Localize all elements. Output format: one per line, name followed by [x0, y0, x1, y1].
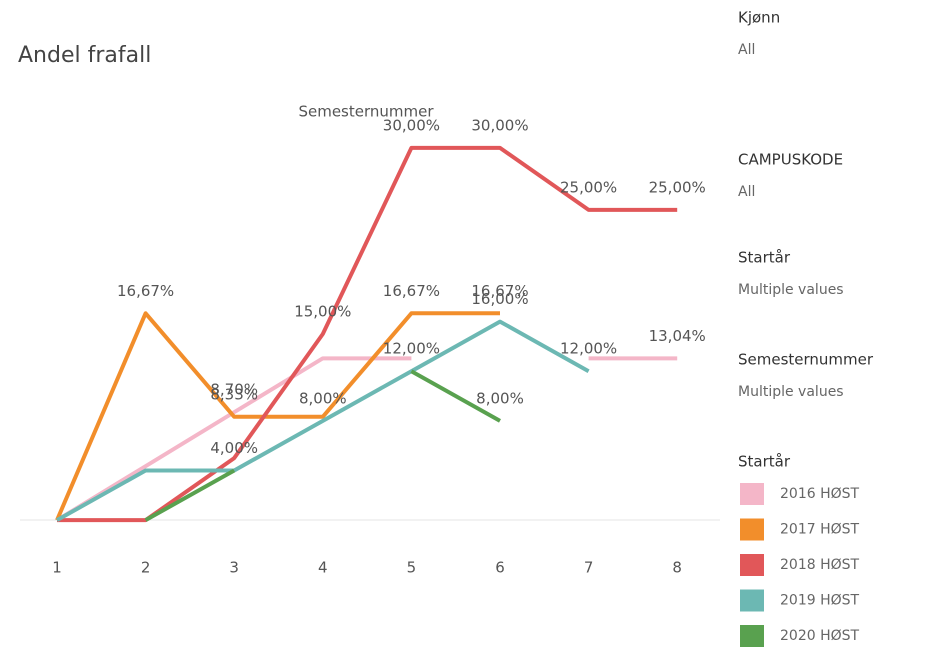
- value-label: 15,00%: [294, 303, 351, 321]
- value-label: 16,67%: [117, 282, 174, 300]
- filter-title: Semesternummer: [738, 351, 874, 369]
- series-line: [56, 319, 590, 522]
- value-label: 8,00%: [476, 389, 524, 407]
- legend-label: 2018 HØST: [780, 557, 860, 573]
- filter-value: All: [738, 42, 755, 58]
- x-tick-label: 5: [407, 559, 417, 577]
- value-labels: 8,70% 13,04% 16,67% 8,33% 16,67% 16,67% 15,00%…: [117, 116, 706, 457]
- filter-title: Kjønn: [738, 9, 780, 27]
- x-tick-label: 2: [141, 559, 151, 577]
- legend: Startår 2016 HØST 2017 HØST 2018 HØST 2019 H…: [738, 453, 860, 647]
- filter-title: Startår: [738, 249, 791, 267]
- value-label: 30,00%: [383, 116, 440, 134]
- plot: 1 2 3 4 5 6 7 8: [52, 145, 682, 577]
- filter-value: Multiple values: [738, 384, 844, 400]
- x-tick-label: 6: [495, 559, 505, 577]
- filter-value: All: [738, 184, 755, 200]
- filter-value: Multiple values: [738, 282, 844, 298]
- x-tick-label: 8: [672, 559, 682, 577]
- legend-swatch: [740, 483, 764, 505]
- x-tick-label: 3: [229, 559, 239, 577]
- value-label: 13,04%: [649, 327, 706, 345]
- value-label: 30,00%: [471, 116, 528, 134]
- legend-label: 2017 HØST: [780, 522, 860, 538]
- legend-swatch: [740, 625, 764, 647]
- x-axis-header: Semesternummer: [298, 103, 434, 121]
- value-label: 16,00%: [471, 290, 528, 308]
- legend-title: Startår: [738, 453, 791, 471]
- value-label: 12,00%: [560, 340, 617, 358]
- legend-swatch: [740, 554, 764, 576]
- legend-label: 2019 HØST: [780, 593, 860, 609]
- series-line: [144, 369, 501, 522]
- value-label: 4,00%: [210, 439, 258, 457]
- value-label: 25,00%: [560, 178, 617, 196]
- chart-title: Andel frafall: [18, 43, 151, 68]
- value-label: 8,33%: [210, 385, 258, 403]
- value-label: 25,00%: [649, 178, 706, 196]
- series-line: [55, 356, 678, 522]
- legend-label: 2020 HØST: [780, 628, 860, 644]
- value-label: 16,67%: [471, 282, 528, 300]
- value-label: 16,67%: [383, 282, 440, 300]
- x-tick-label: 4: [318, 559, 328, 577]
- legend-swatch: [740, 589, 764, 612]
- filter-title: CAMPUSKODE: [738, 151, 843, 169]
- value-label: 8,70%: [210, 381, 258, 399]
- legend-label: 2016 HØST: [780, 486, 860, 502]
- x-tick-label: 1: [52, 559, 62, 577]
- value-label: 8,00%: [299, 389, 347, 407]
- legend-swatch: [740, 518, 764, 541]
- filters: Kjønn All CAMPUSKODE All Startår Multiple val…: [738, 9, 874, 401]
- value-label: 12,00%: [383, 340, 440, 358]
- x-tick-label: 7: [584, 559, 594, 577]
- series-line: [55, 311, 500, 521]
